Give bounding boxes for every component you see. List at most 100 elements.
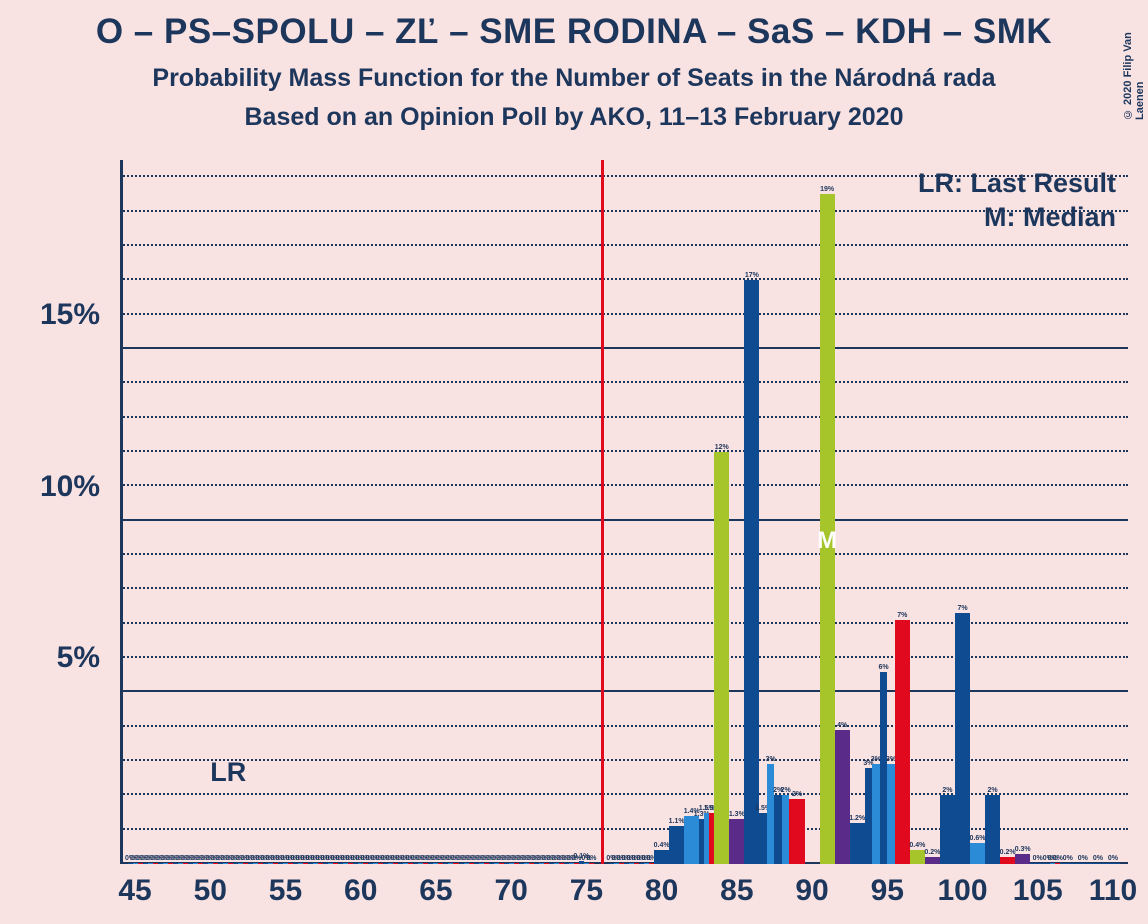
bar: 7% xyxy=(955,613,970,864)
bar-group: 0%0%0% xyxy=(609,863,624,865)
bar-value-label: 0% xyxy=(1063,855,1073,863)
bar: 0% xyxy=(589,863,594,865)
bar: 0.6% xyxy=(970,843,985,864)
bar: 0.4% xyxy=(910,850,925,864)
x-tick-label: 70 xyxy=(494,874,527,908)
y-tick-label: 15% xyxy=(40,298,100,332)
plot-area: 0%0%0%0%0%0%0%0%0%0%0%0%0%0%0%0%0%0%0%0%… xyxy=(120,160,1128,864)
bar-group: 0%0%0% xyxy=(639,863,654,865)
bar-group: 0.3% xyxy=(1015,854,1030,864)
bar-group: 0%0%0% xyxy=(564,863,579,865)
bar-value-label: 7% xyxy=(897,612,907,620)
bar-value-label: 2% xyxy=(942,787,952,795)
bar-group: 0.2% xyxy=(925,857,940,864)
bar: 1.5% xyxy=(759,813,767,865)
bar: 2% xyxy=(782,795,790,864)
bar: 0% xyxy=(1105,863,1120,865)
bar-group: 0.1%0%0% xyxy=(579,861,594,864)
x-tick-label: 65 xyxy=(419,874,452,908)
x-tick-label: 60 xyxy=(344,874,377,908)
copyright-label: © 2020 Filip Van Laenen xyxy=(1122,0,1146,120)
bar-group: 0%0%0% xyxy=(549,863,564,865)
bar-group: 0%0%0% xyxy=(443,863,458,865)
bar-group: 0%0%0% xyxy=(278,863,293,865)
bar-group: 0% xyxy=(1105,863,1120,865)
x-axis-labels: 4550556065707580859095100105110 xyxy=(120,874,1128,914)
bar: 3% xyxy=(872,764,880,864)
bar-value-label: 0.4% xyxy=(909,842,925,850)
chart-main-title: O – PS–SPOLU – ZĽ – SME RODINA – SaS – K… xyxy=(0,12,1148,52)
bar: 0% xyxy=(1060,863,1075,865)
bar-group: 7% xyxy=(895,620,910,864)
bar: 0% xyxy=(1090,863,1105,865)
bar-value-label: 0.3% xyxy=(1015,846,1031,854)
bar-group: 0.4% xyxy=(910,850,925,864)
bar-group: 0% xyxy=(1030,863,1045,865)
bar-group: 0%0%0% xyxy=(158,863,173,865)
bar-group: 1.3% xyxy=(729,819,744,864)
bar-group: 0%0%0% xyxy=(173,863,188,865)
bar: 3% xyxy=(887,764,895,864)
bar: 1.1% xyxy=(669,826,684,864)
bar: 3% xyxy=(865,768,873,864)
bar-group: 0%0%0% xyxy=(534,863,549,865)
bar-value-label: 17% xyxy=(745,272,759,280)
bar-value-label: 0% xyxy=(1108,855,1118,863)
bar: 6% xyxy=(880,672,888,864)
bar: 0% xyxy=(1030,863,1045,865)
bar: 17% xyxy=(744,280,759,864)
x-tick-label: 100 xyxy=(937,874,987,908)
legend-median: M: Median xyxy=(984,202,1116,233)
bar-group: 0%0%0% xyxy=(188,863,203,865)
bar-value-label: 19% xyxy=(820,186,834,194)
bar-group: 2% xyxy=(985,795,1000,864)
bar-value-label: 0.2% xyxy=(1000,849,1016,857)
bar-group: 0%0%0% xyxy=(143,863,158,865)
bar-group: 1.5%3% xyxy=(759,764,774,864)
bar: 1.2% xyxy=(850,823,865,864)
x-tick-label: 50 xyxy=(194,874,227,908)
bar-group: 0.6% xyxy=(970,843,985,864)
x-tick-label: 75 xyxy=(570,874,603,908)
bar-group: 0%0%0% xyxy=(519,863,534,865)
bar: 2% xyxy=(789,799,804,864)
bar-value-label: 3% xyxy=(766,756,776,764)
x-tick-label: 80 xyxy=(645,874,678,908)
annotation-LR: LR xyxy=(210,757,246,788)
bar: 0.2% xyxy=(1000,857,1015,864)
bar-group: 0%0%0% xyxy=(1045,863,1060,865)
bar-group: 0%0%0% xyxy=(203,863,218,865)
bar-group: 0.2% xyxy=(1000,857,1015,864)
bar-group: 0%0%0% xyxy=(504,863,519,865)
bar-value-label: 4% xyxy=(837,722,847,730)
bar-group: 0% xyxy=(1090,863,1105,865)
bar-value-label: 7% xyxy=(957,605,967,613)
bar-group: 0.4% xyxy=(654,850,669,864)
bar-value-label: 0% xyxy=(586,855,596,863)
bar-group: 1.1% xyxy=(669,826,684,864)
bar: 7% xyxy=(895,620,910,864)
bar-group: 4% xyxy=(835,730,850,864)
bar-group: 0%0%0% xyxy=(383,863,398,865)
bar-group: 7% xyxy=(955,613,970,864)
bar: 4% xyxy=(835,730,850,864)
x-tick-label: 85 xyxy=(720,874,753,908)
bar-value-label: 0.2% xyxy=(924,849,940,857)
bar: 0.2% xyxy=(925,857,940,864)
median-marker: M xyxy=(817,527,837,555)
x-tick-label: 45 xyxy=(118,874,151,908)
bar-group: 0%0%0% xyxy=(413,863,428,865)
bar-value-label: 0% xyxy=(1093,855,1103,863)
bar-group: 2% xyxy=(940,795,955,864)
bars-layer: 0%0%0%0%0%0%0%0%0%0%0%0%0%0%0%0%0%0%0%0%… xyxy=(120,160,1128,864)
bar-group: 0%0%0% xyxy=(398,863,413,865)
bar-value-label: 12% xyxy=(715,444,729,452)
chart-titles: O – PS–SPOLU – ZĽ – SME RODINA – SaS – K… xyxy=(0,0,1148,132)
bar-group: 0%0%0% xyxy=(263,863,278,865)
bar-group: 0%0%0% xyxy=(248,863,263,865)
x-tick-label: 55 xyxy=(269,874,302,908)
bar-value-label: 2% xyxy=(988,787,998,795)
bar-value-label: 0.6% xyxy=(970,835,986,843)
bar-group: 0%0%0% xyxy=(233,863,248,865)
bar-group: 6%3% xyxy=(880,672,895,864)
